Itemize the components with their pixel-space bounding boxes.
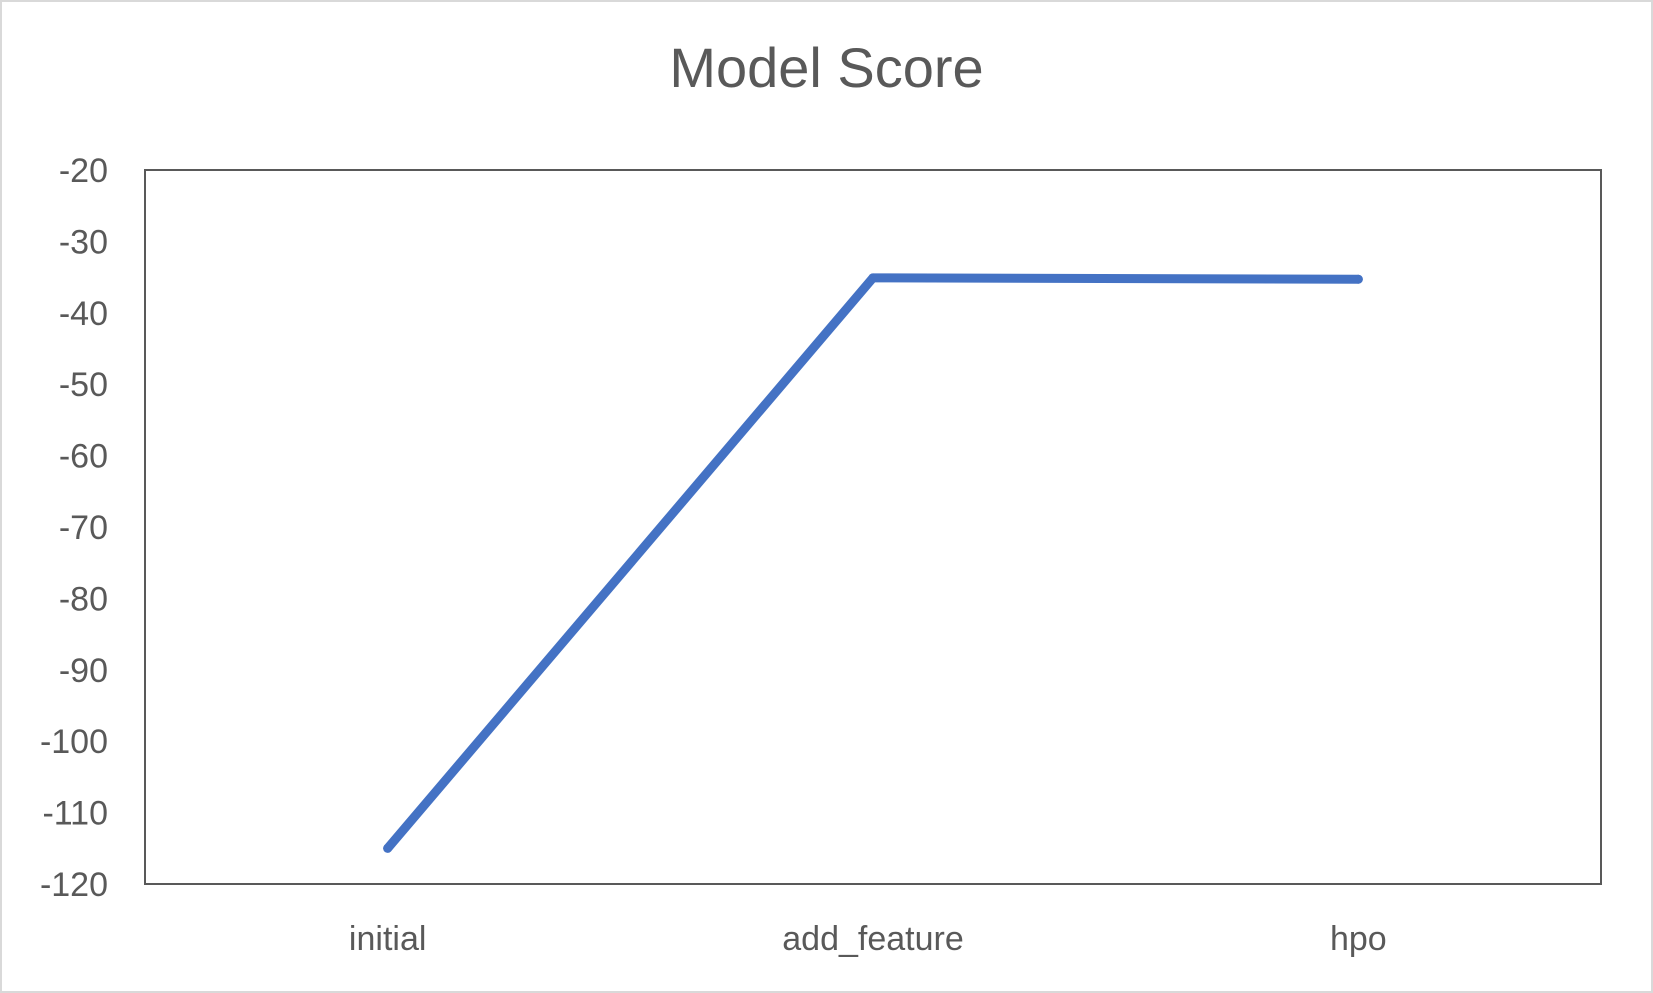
y-axis-tick-labels: -20 -30 -40 -50 -60 -70 -80 -90 -100 -110 -120 [40,152,108,904]
plot-area-border [144,169,1602,885]
y-tick-label: -30 [59,223,108,261]
x-tick-label: hpo [1330,920,1387,958]
data-point [868,273,878,283]
series-line [383,273,1363,853]
series-group [383,273,1363,853]
y-tick-label: -110 [42,795,108,833]
data-point [383,843,393,853]
x-tick-label: add_feature [782,920,964,958]
y-tick-label: -70 [59,509,108,547]
y-tick-label: -40 [59,295,108,333]
y-tick-label: -60 [59,438,108,476]
y-tick-label: -20 [59,152,108,190]
y-tick-label: -90 [59,652,108,690]
x-tick-label: initial [349,920,426,958]
chart-title: Model Score [669,36,984,99]
y-tick-label: -50 [59,366,108,404]
data-point [1353,274,1363,284]
x-axis-tick-labels: initial add_feature hpo [349,920,1387,958]
y-tick-label: -100 [40,723,108,761]
y-tick-label: -120 [40,866,108,904]
y-tick-label: -80 [59,580,108,618]
